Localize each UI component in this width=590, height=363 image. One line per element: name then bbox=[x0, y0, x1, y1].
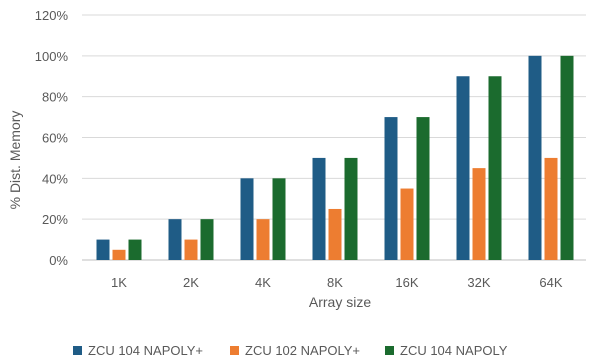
bar-8K-series-0 bbox=[312, 157, 326, 260]
y-tick-label: 60% bbox=[42, 131, 68, 146]
y-tick-label: 100% bbox=[35, 49, 69, 64]
x-tick-label: 16K bbox=[395, 275, 418, 290]
legend: ZCU 104 NAPOLY+ ZCU 102 NAPOLY+ ZCU 104 NA… bbox=[73, 343, 508, 358]
y-tick-label: 20% bbox=[42, 212, 68, 227]
bar-32K-series-2 bbox=[488, 76, 502, 260]
bar-2K-series-0 bbox=[168, 219, 182, 260]
legend-swatch bbox=[73, 346, 82, 355]
x-tick-label: 4K bbox=[255, 275, 271, 290]
legend-label: ZCU 104 NAPOLY bbox=[400, 343, 508, 358]
y-tick-label: 80% bbox=[42, 90, 68, 105]
x-tick-label: 32K bbox=[467, 275, 490, 290]
bar-64K-series-1 bbox=[544, 157, 558, 260]
legend-label: ZCU 102 NAPOLY+ bbox=[245, 343, 360, 358]
bar-1K-series-0 bbox=[96, 239, 110, 260]
gridlines bbox=[82, 14, 586, 261]
bar-16K-series-0 bbox=[384, 117, 398, 260]
bar-16K-series-2 bbox=[416, 117, 430, 260]
legend-swatch bbox=[385, 346, 394, 355]
y-axis-label: % Dist. Memory bbox=[7, 111, 23, 210]
bar-2K-series-1 bbox=[184, 239, 198, 260]
bar-32K-series-1 bbox=[472, 168, 486, 260]
x-tick-label: 2K bbox=[183, 275, 199, 290]
y-tick-label: 120% bbox=[35, 8, 69, 23]
bar-4K-series-0 bbox=[240, 178, 254, 260]
bar-64K-series-2 bbox=[560, 55, 574, 261]
bar-16K-series-1 bbox=[400, 188, 414, 260]
y-tick-label: 40% bbox=[42, 171, 68, 186]
x-tick-label: 8K bbox=[327, 275, 343, 290]
x-axis-label: Array size bbox=[309, 294, 371, 310]
bar-2K-series-2 bbox=[200, 219, 214, 260]
x-tick-labels: 1K 2K 4K 8K 16K 32K 64K bbox=[111, 275, 563, 290]
bar-8K-series-2 bbox=[344, 157, 358, 260]
bar-64K-series-0 bbox=[528, 55, 542, 261]
y-tick-labels: 0% 20% 40% 60% 80% 100% 120% bbox=[35, 8, 69, 268]
x-tick-label: 64K bbox=[539, 275, 562, 290]
bar-1K-series-2 bbox=[128, 239, 142, 260]
x-tick-label: 1K bbox=[111, 275, 127, 290]
bar-1K-series-1 bbox=[112, 249, 126, 260]
bar-8K-series-1 bbox=[328, 208, 342, 260]
bars bbox=[96, 55, 574, 261]
bar-32K-series-0 bbox=[456, 76, 470, 260]
legend-label: ZCU 104 NAPOLY+ bbox=[88, 343, 203, 358]
legend-swatch bbox=[230, 346, 239, 355]
y-tick-label: 0% bbox=[49, 253, 68, 268]
bar-4K-series-2 bbox=[272, 178, 286, 260]
bar-4K-series-1 bbox=[256, 219, 270, 260]
